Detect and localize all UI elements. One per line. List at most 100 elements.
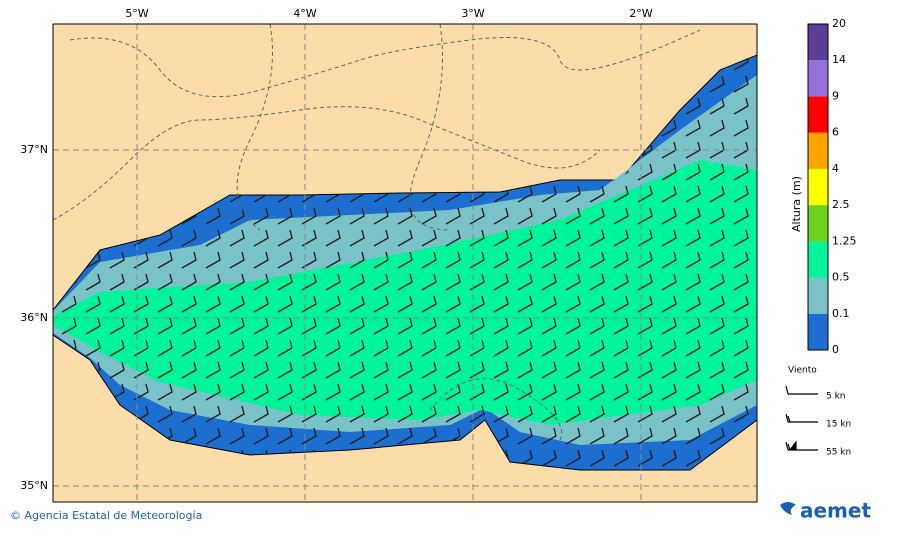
barb: [205, 405, 221, 423]
barb: [661, 119, 677, 137]
barb: [565, 361, 581, 379]
barb: [325, 295, 341, 313]
logo: aemet: [780, 499, 871, 523]
barb: [445, 229, 461, 247]
barb: [685, 119, 701, 137]
barb: [637, 361, 653, 379]
barb: [493, 273, 509, 291]
colorbar-label: 4: [832, 162, 839, 175]
barb: [541, 361, 557, 379]
barb: [661, 361, 677, 379]
barb: [541, 449, 557, 467]
barb: [229, 427, 245, 445]
barb: [445, 339, 461, 357]
barb: [205, 383, 221, 401]
colorbar-label: 0.1: [832, 307, 850, 320]
barb: [397, 251, 413, 269]
barb: [133, 317, 149, 335]
barb: [637, 405, 653, 423]
logo-text: aemet: [800, 499, 871, 523]
barb: [109, 251, 125, 269]
barb: [565, 449, 581, 467]
barb: [133, 361, 149, 379]
barb: [517, 449, 533, 467]
barb: [109, 361, 125, 379]
barb: [517, 361, 533, 379]
barb: [349, 207, 365, 225]
barb: [85, 273, 101, 291]
barb: [301, 317, 317, 335]
barb: [421, 229, 437, 247]
barb: [349, 339, 365, 357]
barb: [637, 163, 653, 181]
barb: [157, 251, 173, 269]
barb: [109, 339, 125, 357]
barb: [709, 163, 725, 181]
colorbar-label: 0.5: [832, 271, 850, 284]
barb: [205, 207, 221, 225]
lon-label: 5°W: [125, 7, 148, 20]
barb: [661, 185, 677, 203]
colorbar-segment: [808, 241, 828, 278]
barb: [325, 273, 341, 291]
lon-label: 4°W: [293, 7, 316, 20]
barb: [685, 361, 701, 379]
barb: [733, 317, 749, 335]
barb: [277, 251, 293, 269]
barb: [253, 405, 269, 423]
barb: [445, 317, 461, 335]
barb: [637, 295, 653, 313]
barb: [133, 295, 149, 313]
barb: [349, 383, 365, 401]
colorbar-segment: [808, 132, 828, 169]
barb: [229, 229, 245, 247]
barb: [445, 207, 461, 225]
barb: [277, 405, 293, 423]
barb: [733, 339, 749, 357]
barb: [349, 273, 365, 291]
barb: [277, 361, 293, 379]
barb: [277, 339, 293, 357]
barb: [733, 273, 749, 291]
barb: [493, 427, 509, 445]
barb: [685, 229, 701, 247]
barb: [277, 317, 293, 335]
lat-label: 37°N: [20, 143, 48, 156]
barb: [709, 75, 725, 93]
barb: [493, 207, 509, 225]
colorbar-label: 1.25: [832, 234, 857, 247]
barb: [421, 295, 437, 313]
barb: [709, 295, 725, 313]
barb: [685, 339, 701, 357]
barb: [661, 229, 677, 247]
barb: [421, 251, 437, 269]
colorbar: 0 0.1 0.5 1.25 2.5 4 6 9 14 20: [807, 17, 857, 356]
barb: [421, 207, 437, 225]
barb: [541, 295, 557, 313]
barb: [253, 229, 269, 247]
barb: [349, 317, 365, 335]
lat-label: 35°N: [20, 479, 48, 492]
barb: [613, 273, 629, 291]
barb: [565, 207, 581, 225]
barb: [493, 251, 509, 269]
barb: [613, 185, 629, 203]
barb: [397, 339, 413, 357]
barb: [181, 383, 197, 401]
barb: [229, 361, 245, 379]
barb: [565, 317, 581, 335]
barb: [229, 383, 245, 401]
barb: [589, 207, 605, 225]
barb: [493, 405, 509, 423]
barb: [517, 295, 533, 313]
barb: [301, 361, 317, 379]
barb: [277, 295, 293, 313]
barb: [469, 251, 485, 269]
lon-label: 2°W: [629, 7, 652, 20]
barb: [109, 295, 125, 313]
barb: [637, 339, 653, 357]
barb: [661, 251, 677, 269]
barb: [397, 427, 413, 445]
barb: [613, 317, 629, 335]
